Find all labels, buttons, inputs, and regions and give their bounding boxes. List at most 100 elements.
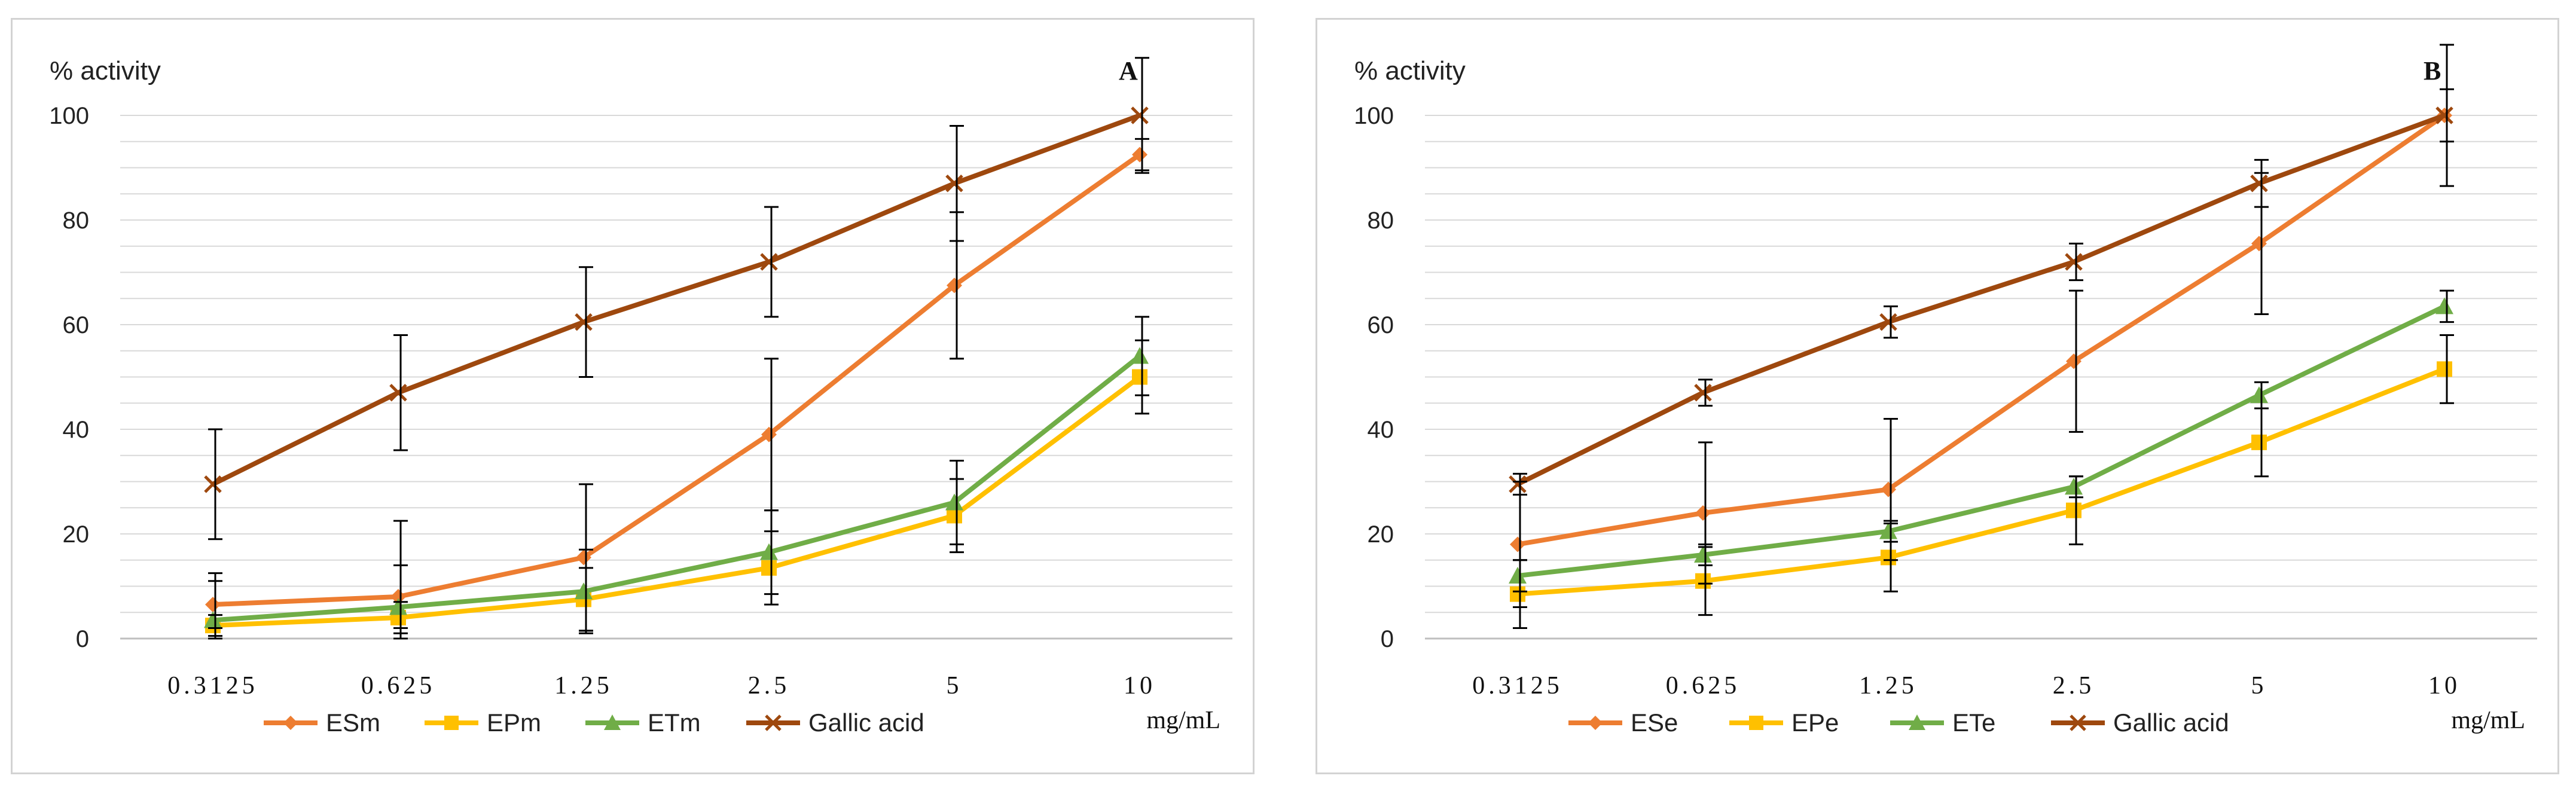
- chart-b-point-ese: [2251, 236, 2267, 252]
- chart-a-line-esm: [212, 152, 1142, 607]
- chart-a-x-tick-label: 5: [947, 672, 963, 700]
- chart-a-errorbars-epm: [208, 339, 1149, 637]
- chart-b-point-ete: [1509, 567, 1527, 584]
- chart-a-legend-item-esm: ESm: [264, 709, 380, 737]
- chart-a-line-gallic-acid: [212, 113, 1141, 487]
- chart-a-point-gallic-acid: [1131, 106, 1149, 124]
- chart-b-svg: % activity B 0 20 40 60 80 100 0.3125 0.625 1.25 2.…: [1354, 44, 2537, 737]
- chart-a-y-tick-label: 60: [63, 312, 90, 338]
- chart-b-point-ete: [1694, 546, 1712, 563]
- chart-a-svg: % activity A 0 20 40 60 80 100 0.3125 0.625 1.25 2.…: [49, 56, 1232, 737]
- chart-b-point-ete: [2065, 478, 2083, 495]
- chart-a-legend-marker: [604, 714, 621, 730]
- chart-b-legend-label: Gallic acid: [2113, 709, 2229, 737]
- chart-b-errorbar: [2440, 88, 2454, 143]
- chart-a-legend-marker: [283, 716, 298, 730]
- chart-a-y-tick-label: 80: [63, 207, 90, 234]
- chart-a-panel-letter: A: [1119, 56, 1138, 85]
- chart-a-y-tick-label: 40: [63, 417, 90, 443]
- chart-b-point-ese: [1881, 481, 1896, 497]
- chart-a-x-tick-label: 0.3125: [167, 672, 258, 700]
- chart-panel-b: % activity B 0 20 40 60 80 100 0.3125 0.625 1.25 2.…: [1316, 18, 2559, 774]
- chart-a-point-esm: [947, 277, 962, 294]
- chart-b-errorbar: [2440, 334, 2454, 404]
- chart-b-legend: ESe EPe ETe Gallic acid: [1568, 709, 2229, 737]
- chart-a-x-tick-label: 2.5: [748, 672, 790, 700]
- chart-b-y-tick-label: 80: [1368, 207, 1394, 234]
- chart-b-errorbar: [1698, 543, 1713, 566]
- chart-b-point-epe: [1695, 573, 1711, 589]
- chart-b-point-ese: [1510, 536, 1525, 552]
- chart-b-point-gallic-acid: [1879, 313, 1897, 331]
- chart-b-point-epe: [2066, 502, 2081, 518]
- chart-a-x-tick-label: 10: [1124, 672, 1156, 700]
- chart-b-y-tick-label: 40: [1368, 417, 1394, 443]
- chart-b-x-tick-label: 10: [2428, 672, 2461, 700]
- chart-a-errorbar: [208, 428, 222, 540]
- chart-b-legend-item-ete: ETe: [1890, 709, 1995, 737]
- chart-a-point-gallic-acid: [760, 253, 778, 271]
- chart-b-errorbar: [2069, 475, 2083, 499]
- chart-a-series-etm: [204, 347, 1149, 628]
- chart-b-point-gallic-acid: [1694, 383, 1712, 402]
- chart-a-line-etm: [212, 354, 1142, 623]
- chart-b-errorbars-gallic-acid: [1513, 88, 2454, 496]
- chart-a-point-esm: [576, 549, 591, 566]
- chart-b-legend-marker: [1909, 714, 1925, 730]
- chart-a-legend-marker: [444, 716, 459, 730]
- chart-b-line-gallic-acid: [1516, 113, 2446, 487]
- chart-b-gridlines: [1425, 115, 2537, 613]
- chart-b-line-ese: [1517, 113, 2446, 547]
- chart-a-x-axis-label: mg/mL: [1146, 707, 1220, 734]
- chart-a-y-axis-label: % activity: [50, 56, 161, 85]
- chart-a-point-epm: [761, 560, 777, 576]
- chart-a-point-gallic-acid: [389, 383, 407, 402]
- chart-b-point-epe: [1881, 549, 1896, 566]
- chart-a-legend-label: ESm: [326, 709, 380, 737]
- chart-b-point-gallic-acid: [2435, 106, 2453, 124]
- chart-b-errorbar: [1513, 559, 1527, 593]
- chart-b-series-ete: [1509, 297, 2453, 584]
- chart-a-errorbar: [579, 548, 593, 634]
- chart-b-legend-marker: [2070, 714, 2086, 731]
- chart-b-point-gallic-acid: [2065, 253, 2083, 271]
- chart-a-errorbar: [764, 206, 779, 318]
- chart-a-errorbar: [950, 460, 964, 545]
- chart-b-errorbars-ete: [1513, 289, 2454, 593]
- chart-b-point-ese: [2066, 353, 2081, 369]
- chart-b-line-epe: [1517, 367, 2446, 597]
- chart-a-point-gallic-acid: [945, 174, 963, 193]
- chart-b-errorbar: [2069, 242, 2083, 282]
- chart-a-legend-label: Gallic acid: [808, 709, 924, 737]
- chart-a-point-gallic-acid: [204, 475, 222, 493]
- chart-b-point-ete: [2250, 386, 2268, 404]
- chart-b-x-axis-label: mg/mL: [2451, 707, 2525, 734]
- chart-a-line-epm: [212, 375, 1142, 628]
- chart-b-y-tick-label: 60: [1368, 312, 1394, 338]
- chart-a-point-epm: [947, 508, 962, 524]
- chart-b-errorbar: [1698, 378, 1713, 407]
- chart-b-legend-item-ese: ESe: [1568, 709, 1678, 737]
- chart-a-legend: ESm EPm ETm Gallic acid: [264, 709, 924, 737]
- chart-a-legend-item-epm: EPm: [425, 709, 541, 737]
- chart-b-x-tick-label: 0.3125: [1472, 672, 1563, 700]
- chart-a-errorbars-etm: [208, 316, 1149, 640]
- chart-a-errorbars-gallic-acid: [208, 57, 1149, 540]
- chart-b-legend-label: ESe: [1631, 709, 1678, 737]
- chart-b-legend-item-gallic-acid: Gallic acid: [2051, 709, 2229, 737]
- chart-a-errorbar: [950, 125, 964, 242]
- chart-b-x-tick-label: 2.5: [2053, 672, 2095, 700]
- chart-a-errorbar: [393, 334, 408, 451]
- chart-b-errorbar: [1513, 472, 1527, 496]
- chart-a-legend-item-gallic-acid: Gallic acid: [746, 709, 924, 737]
- chart-a-point-esm: [205, 597, 221, 613]
- chart-b-errorbar: [1884, 305, 1898, 339]
- chart-b-series-ese: [1510, 108, 2452, 552]
- chart-b-y-tick-label: 20: [1368, 521, 1394, 548]
- chart-b-x-tick-label: 0.625: [1666, 672, 1741, 700]
- chart-a-x-tick-label: 1.25: [554, 672, 613, 700]
- chart-a-point-epm: [1132, 369, 1147, 385]
- chart-a-point-etm: [760, 543, 778, 560]
- chart-a-series-epm: [205, 369, 1147, 634]
- chart-a-gridlines: [120, 115, 1232, 613]
